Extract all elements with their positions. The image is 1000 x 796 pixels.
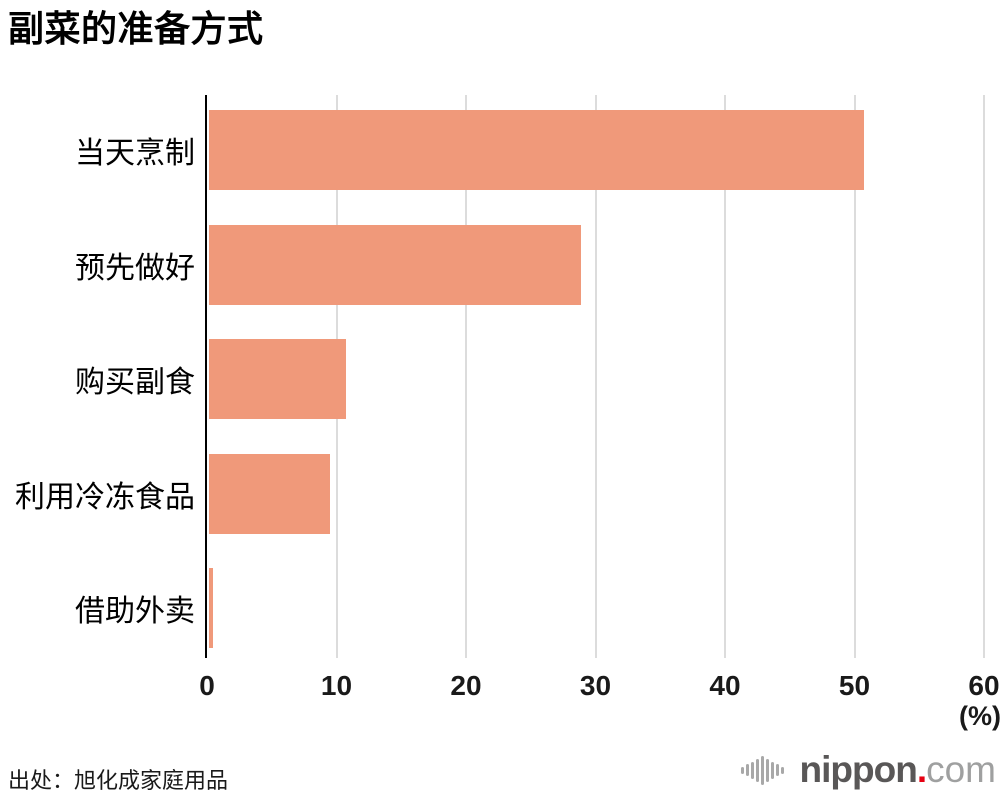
x-tick-label: 10 [320,670,353,701]
x-tick-label: 30 [579,670,612,701]
gridline [594,95,597,658]
plot-area [205,95,985,658]
x-tick-label: 20 [450,670,482,701]
chart-title: 副菜的准备方式 [8,8,264,49]
nippon-logo: nippon.com [740,746,996,794]
waveform-bar [755,758,759,782]
category-label: 购买副食 [75,366,195,399]
logo-text-dot: . [916,749,927,790]
x-axis-unit-label: (%) [959,701,1000,731]
source-text: 出处：旭化成家庭用品 [8,768,229,793]
logo-text-suffix: com [926,749,996,790]
x-tick-label: 60 [968,670,1000,701]
category-label: 预先做好 [75,251,195,285]
bar-5 [209,568,214,648]
waveform-bar [775,764,779,776]
waveform-bar [770,761,774,779]
y-axis-line [205,95,207,658]
category-label: 利用冷冻食品 [15,480,195,514]
waveform-bar [760,755,764,785]
logo-text-main: nippon [799,749,918,790]
waveform-bar [780,766,784,774]
waveform-bar [740,766,744,774]
waveform-bar [745,764,749,776]
bar-4 [209,453,331,534]
gridline [853,95,856,658]
category-labels: 当天烹制预先做好购买副食利用冷冻食品借助外卖 [0,95,195,658]
category-label: 当天烹制 [75,137,195,170]
category-label: 借助外卖 [75,595,195,628]
x-tick-label: 50 [838,670,871,701]
waveform-icon [740,755,784,785]
bar-1 [209,110,864,190]
logo-text: nippon.com [800,749,996,791]
gridline [724,95,726,658]
x-axis-ticks: 0 10 20 30 40 50 60 [199,670,999,702]
x-tick-label: 0 [199,670,215,701]
waveform-bar [750,761,754,779]
x-tick-label: 40 [709,670,741,701]
gridline [983,95,985,658]
waveform-bar [765,758,769,782]
bar-2 [209,224,582,305]
bar-3 [209,339,346,419]
gridline [465,95,467,658]
